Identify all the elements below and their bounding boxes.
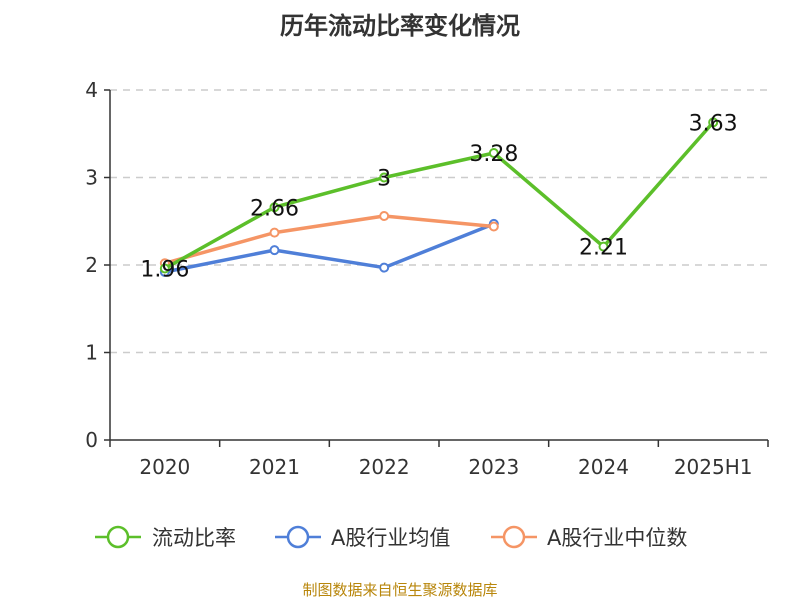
y-tick-label: 1 [85, 341, 98, 365]
data-point [598, 241, 609, 252]
data-point [708, 117, 719, 128]
data-labels: 1.96 2.66 3 3.28 2.21 3.63 [140, 111, 737, 282]
data-point [269, 245, 280, 256]
x-tick-label: 2020 [139, 455, 190, 479]
x-tick-label: 2022 [359, 455, 410, 479]
legend-marker [286, 525, 310, 549]
x-tick-label: 2024 [578, 455, 629, 479]
data-label: 3.28 [469, 142, 518, 167]
series [159, 117, 719, 277]
data-point [488, 148, 499, 158]
x-tick-label: 2023 [468, 455, 519, 479]
data-label: 3 [377, 167, 391, 192]
data-point [488, 221, 499, 232]
legend-label: A股行业均值 [331, 526, 450, 550]
series-line [164, 214, 495, 265]
x-tick-label: 2025H1 [674, 455, 753, 479]
y-tick-label: 2 [85, 253, 98, 277]
source-note: 制图数据来自恒生聚源数据库 [302, 581, 497, 599]
data-point [269, 202, 280, 213]
legend-item[interactable]: 流动比率 [95, 525, 236, 550]
legend-marker [106, 525, 130, 549]
legend-label: 流动比率 [152, 526, 236, 550]
legend-item[interactable]: A股行业中位数 [491, 525, 687, 550]
legend-item[interactable]: A股行业均值 [275, 525, 450, 550]
data-label: 3.63 [689, 111, 738, 136]
data-label: 2.21 [579, 236, 628, 261]
data-label: 2.66 [250, 196, 299, 221]
legend-label: A股行业中位数 [547, 526, 687, 550]
data-point [379, 172, 390, 183]
series-line [163, 121, 715, 271]
data-point [379, 262, 390, 273]
grid-lines [110, 89, 768, 354]
chart-title: 历年流动比率变化情况 [280, 12, 520, 40]
data-point [159, 263, 170, 274]
legend-marker [502, 525, 526, 549]
series-line [164, 222, 495, 274]
x-tick-label: 2021 [249, 455, 300, 479]
y-tick-label: 3 [85, 166, 98, 190]
y-tick-label: 0 [85, 428, 98, 452]
data-point [269, 227, 280, 238]
y-tick-label: 4 [85, 78, 98, 102]
data-point [379, 211, 390, 221]
data-label: 1.96 [140, 258, 189, 283]
legend: 流动比率 A股行业均值 A股行业中位数 [95, 525, 687, 550]
axes: 0 1 2 3 4 2020 2021 2022 2023 2024 2025H1 [85, 78, 769, 479]
